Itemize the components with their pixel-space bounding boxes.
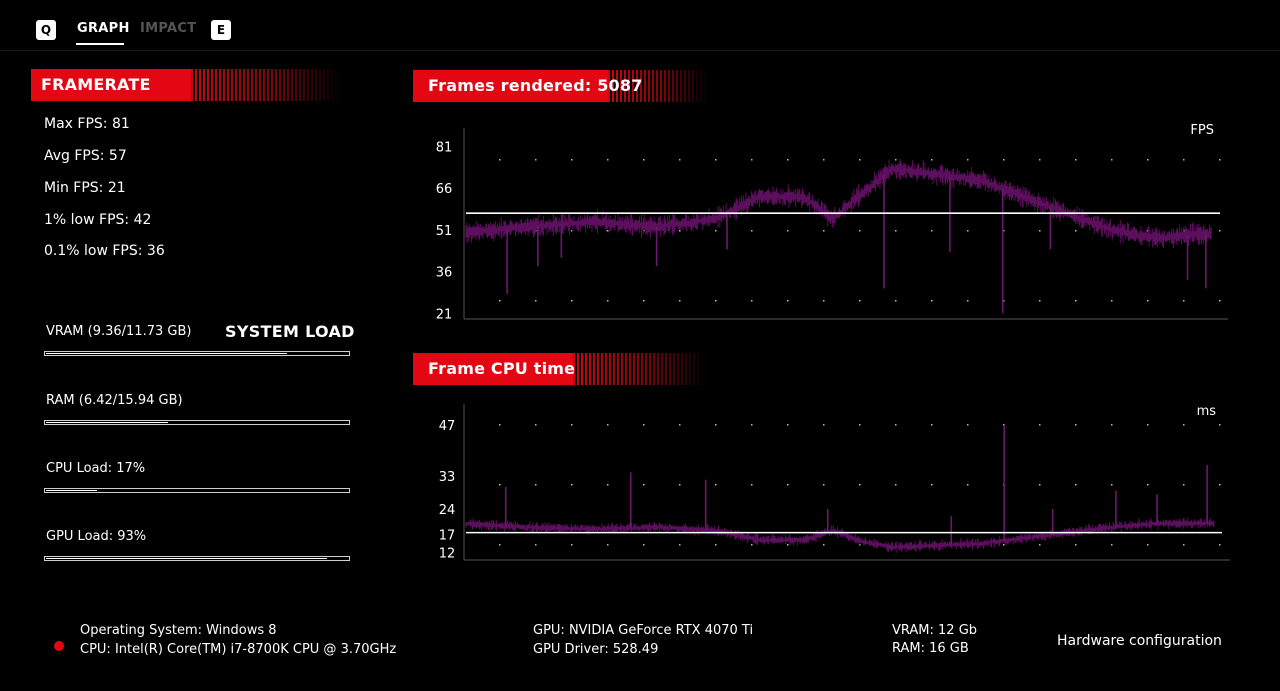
status-dot-icon xyxy=(54,641,64,651)
ram-load-fill xyxy=(46,422,168,423)
framerate-header: FRAMERATE xyxy=(31,69,341,101)
frames-rendered-label: Frames rendered: 5087 xyxy=(428,76,643,95)
frames-rendered-header: Frames rendered: 5087 xyxy=(413,70,708,102)
e-key-hint[interactable]: E xyxy=(211,20,231,40)
cpu-load-label: CPU Load: 17% xyxy=(46,461,146,476)
vram-load-bar xyxy=(44,351,350,356)
ram-load-bar xyxy=(44,420,350,425)
tab-impact[interactable]: IMPACT xyxy=(140,21,197,36)
y-tick-label: 21 xyxy=(436,307,453,322)
vram-info: VRAM: 12 Gb xyxy=(892,623,978,638)
os-info: Operating System: Windows 8 xyxy=(80,623,277,638)
point-one-percent-low-stat: 0.1% low FPS: 36 xyxy=(44,243,165,259)
gpu-load-fill xyxy=(46,558,327,559)
cpu-time-chart: 47 33 24 17 12 ms xyxy=(439,404,1230,562)
unit-label: FPS xyxy=(1190,123,1214,138)
framerate-header-label: FRAMERATE xyxy=(41,75,151,94)
frame-cpu-time-header: Frame CPU time xyxy=(413,353,708,385)
max-fps-stat: Max FPS: 81 xyxy=(44,116,130,132)
vram-load-fill xyxy=(46,353,287,354)
gpu-info: GPU: NVIDIA GeForce RTX 4070 Ti xyxy=(533,623,754,638)
series-line xyxy=(465,424,1215,553)
min-fps-stat: Min FPS: 21 xyxy=(44,180,126,196)
hardware-configuration-link[interactable]: Hardware configuration xyxy=(1057,633,1222,649)
gpu-load-label: GPU Load: 93% xyxy=(46,529,147,544)
fps-chart: 81 66 51 36 21 FPS xyxy=(436,123,1228,322)
vram-load-label: VRAM (9.36/11.73 GB) xyxy=(46,324,192,339)
y-tick-label: 17 xyxy=(439,528,456,543)
tab-graph[interactable]: GRAPH xyxy=(77,21,130,36)
y-tick-label: 51 xyxy=(436,224,453,239)
q-key-hint[interactable]: Q xyxy=(36,20,56,40)
cpu-load-fill xyxy=(46,490,98,491)
ram-info: RAM: 16 GB xyxy=(892,641,969,656)
y-tick-label: 66 xyxy=(436,182,453,197)
active-tab-underline xyxy=(76,43,124,45)
one-percent-low-stat: 1% low FPS: 42 xyxy=(44,212,152,228)
gpu-driver-info: GPU Driver: 528.49 xyxy=(533,642,659,657)
top-divider xyxy=(0,50,1280,51)
y-tick-label: 81 xyxy=(436,140,453,155)
unit-label: ms xyxy=(1197,404,1217,419)
gpu-load-bar xyxy=(44,556,350,561)
y-tick-label: 24 xyxy=(439,503,456,518)
cpu-info: CPU: Intel(R) Core(TM) i7-8700K CPU @ 3.… xyxy=(80,642,397,657)
y-tick-label: 36 xyxy=(436,266,453,281)
ram-load-label: RAM (6.42/15.94 GB) xyxy=(46,393,183,408)
avg-fps-stat: Avg FPS: 57 xyxy=(44,148,127,164)
y-tick-label: 33 xyxy=(439,470,456,485)
y-tick-label: 12 xyxy=(439,547,456,562)
series-line xyxy=(465,158,1212,314)
frame-cpu-time-label: Frame CPU time xyxy=(428,359,576,378)
system-load-title: SYSTEM LOAD xyxy=(225,322,355,341)
y-tick-label: 47 xyxy=(439,419,456,434)
cpu-load-bar xyxy=(44,488,350,493)
